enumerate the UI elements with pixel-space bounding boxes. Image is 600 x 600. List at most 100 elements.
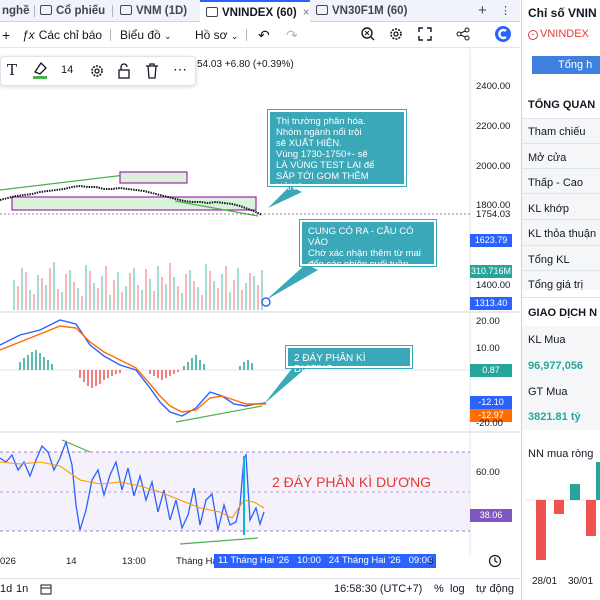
percent-toggle[interactable]: % [434,583,444,595]
fill-color-icon[interactable] [31,60,49,83]
overview-row-label: Mở cửa [528,152,567,164]
foreign-net-bar [596,462,600,500]
undo-icon[interactable]: ↶ [258,27,270,43]
time-axis-label: Tháng Hai [176,556,220,567]
annotation-callout[interactable]: CUNG CÓ RA - CẦU CÓ VÀO Chờ xác nhận thêm… [299,219,437,270]
chart-type-button[interactable]: Biểu đồ ⌄ [120,28,172,42]
annotation-text[interactable]: 2 ĐÁY PHÂN KÌ DƯƠNG [272,474,432,490]
overview-table [522,118,600,290]
rsi-line [0,439,265,531]
callout-pointer [264,366,306,404]
lock-icon[interactable] [117,63,131,82]
bottom-toolbar: 1d 1n 16:58:30 (UTC+7) % log tự động [0,578,520,600]
chart-icon [206,7,218,17]
overview-button[interactable]: Tổng h [532,56,600,74]
fullscreen-icon[interactable] [418,22,432,48]
section-header: TỔNG QUAN [528,99,596,111]
add-tab-icon[interactable]: + [478,2,487,19]
foreign-net-bar [586,500,596,536]
macd-tag: 0.87 [470,364,512,377]
close-icon[interactable]: × [302,7,310,19]
price-axis-label: 2200.00 [476,121,511,132]
settings-icon[interactable] [89,63,105,82]
plus-icon[interactable]: + [2,27,11,43]
macd-tag: -12.10 [470,396,512,409]
rsi-ma-line [0,461,265,519]
annotation-callout[interactable]: Thị trường phân hóa. Nhóm ngành nổi trội s… [267,109,407,193]
logo-icon [494,22,512,48]
tab-vnm[interactable]: VNM (1D) [120,0,187,22]
macd-line [0,319,267,417]
gt-mua-value: 3821.81 tỷ [528,411,581,423]
symbol-info-panel: Chỉ số VNIN - VNINDEX Tổng h TỔNG QUAN Th… [521,0,600,600]
ohlc-legend: 54.03 +6.80 (+0.39%) [197,59,294,70]
price-tag: 1313.40 [470,297,512,310]
chart-icon [316,5,328,15]
tab-vn30f1m[interactable]: VN30F1M (60) [316,0,407,22]
volume-tag: 310.716M [470,265,512,278]
divergence-line[interactable] [179,537,259,545]
foreign-net-chart [526,462,600,560]
time-range-highlight: 11 Tháng Hai '26 10:00 24 Tháng Hai '26 … [214,554,437,568]
price-axis-label: 2400.00 [476,81,511,92]
callout-pointer [268,186,302,208]
calendar-icon[interactable] [40,583,52,598]
chart-area[interactable] [0,49,520,578]
replay-icon[interactable] [360,22,376,48]
text-tool-icon[interactable]: T [7,61,18,79]
watchlist-icon [40,5,52,15]
section-header: GIAO DỊCH N [528,307,598,319]
settings-icon[interactable] [388,22,404,48]
chevron-down-icon: ⌄ [164,31,172,41]
tab-vnindex[interactable]: VNINDEX (60) × [200,0,310,22]
panel-title: Chỉ số VNIN [528,6,597,20]
rsi-tag: 38.06 [470,509,512,522]
foreign-net-bar [536,500,546,560]
callout-pointer [266,264,318,300]
price-axis-label: 1800.00 [476,200,511,211]
range-button-1n[interactable]: 1n [16,583,29,595]
macd-histogram [19,350,253,388]
foreign-net-title: NN mua ròng [528,448,594,460]
overview-row-label: Tổng KL [528,254,570,266]
trend-line[interactable] [174,200,259,217]
kl-mua-label: KL Mua [528,334,566,346]
range-button-1d[interactable]: 1d [0,583,13,595]
chevron-down-icon: ⌄ [230,31,239,41]
log-toggle[interactable]: log [450,583,465,595]
time-axis-label: 13:00 [122,556,146,567]
more-tabs-icon[interactable]: ⋮ [500,5,511,17]
tab-bar: nghề Cổ phiếu VNM (1D) VNINDEX (60) × VN3… [0,0,520,22]
kl-mua-value: 96,977,056 [528,360,584,372]
macd-axis-label: -20.00 [476,418,503,429]
macd-axis-label: 10.00 [476,343,500,354]
share-icon[interactable] [456,22,470,48]
overview-row-label: KL khớp [528,203,570,215]
divergence-line[interactable] [175,405,263,423]
volume-bars [13,262,263,310]
tab-nghe[interactable]: nghề [2,5,30,17]
indicators-button[interactable]: ƒx Các chỉ báo [22,28,103,42]
time-axis-label: 14 [66,556,77,567]
templates-button[interactable]: Hồ sơ ⌄ [195,28,239,42]
signal-tag: -12.97 [470,409,512,422]
annotation-callout[interactable]: 2 ĐÁY PHÂN KÌ DƯƠNG [285,345,413,375]
auto-toggle[interactable]: tự động [476,583,514,595]
clock-display[interactable]: 16:58:30 (UTC+7) [334,583,423,595]
chart-toolbar: + ƒx Các chỉ báo Biểu đồ ⌄ Hồ sơ ⌄ ↶ ↷ [0,22,520,48]
tab-co-phieu[interactable]: Cổ phiếu [40,0,105,22]
chart-icon [120,5,132,15]
resistance-zone[interactable] [119,171,188,184]
symbol-label: - VNINDEX [528,28,589,40]
signal-line [0,325,266,413]
drawing-handle[interactable] [261,297,271,307]
font-size-select[interactable]: 14 [61,64,74,76]
divergence-line[interactable] [61,439,91,453]
trash-icon[interactable] [145,63,159,82]
foreign-net-bar [570,484,580,500]
time-axis-label: 026 [0,556,16,567]
time-settings-icon[interactable] [488,554,502,571]
support-zone[interactable] [11,196,257,211]
overview-row-label: Thấp - Cao [528,177,584,189]
more-options-icon[interactable]: ⋯ [173,61,187,77]
